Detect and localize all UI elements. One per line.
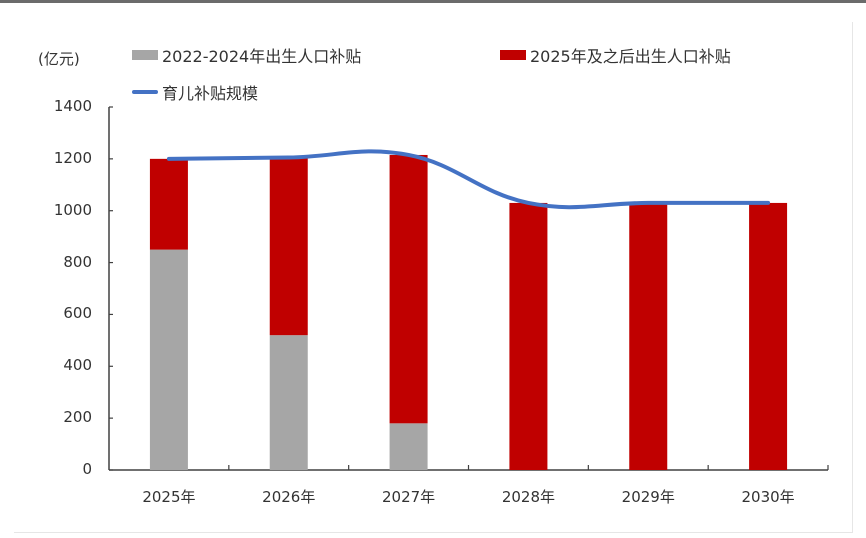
bar-segment bbox=[149, 158, 188, 250]
top-border bbox=[0, 0, 866, 3]
bar-segment bbox=[389, 154, 428, 424]
legend-label: 育儿补贴规模 bbox=[162, 84, 259, 103]
x-tick-label: 2030年 bbox=[741, 488, 795, 506]
x-tick-label: 2029年 bbox=[621, 488, 675, 506]
x-tick-label: 2025年 bbox=[142, 488, 196, 506]
bar-segment bbox=[509, 202, 548, 470]
y-tick-label: 1400 bbox=[53, 97, 92, 115]
bar-segment bbox=[269, 157, 308, 336]
x-tick-label: 2026年 bbox=[262, 488, 316, 506]
bar-segment bbox=[389, 423, 428, 470]
y-tick-label: 0 bbox=[82, 460, 92, 478]
y-tick-label: 800 bbox=[63, 252, 92, 271]
y-tick-label: 400 bbox=[63, 356, 92, 375]
legend-item-grey: 2022-2024年出生人口补贴 bbox=[132, 43, 361, 67]
y-axis-unit-label: (亿元) bbox=[38, 50, 80, 68]
x-tick-label: 2027年 bbox=[381, 488, 436, 506]
legend-swatch-red bbox=[500, 50, 526, 60]
bar-segment bbox=[269, 335, 308, 470]
legend-swatch-grey bbox=[132, 50, 158, 60]
line-series bbox=[166, 149, 771, 210]
bar-segment bbox=[629, 202, 668, 470]
legend-label: 2025年及之后出生人口补贴 bbox=[530, 47, 731, 66]
legend-item-red: 2025年及之后出生人口补贴 bbox=[500, 43, 731, 67]
bar-segment bbox=[749, 202, 788, 470]
y-tick-label: 600 bbox=[63, 304, 92, 323]
legend-item-line: 育儿补贴规模 bbox=[132, 80, 258, 104]
chart-frame bbox=[14, 22, 853, 533]
y-tick-label: 1000 bbox=[53, 200, 92, 219]
x-tick-label: 2028年 bbox=[501, 488, 555, 506]
legend-label: 2022-2024年出生人口补贴 bbox=[162, 47, 362, 66]
y-tick-label: 200 bbox=[63, 408, 92, 427]
bar-segment bbox=[149, 249, 188, 470]
legend-swatch-line bbox=[132, 90, 158, 94]
y-tick-label: 1200 bbox=[53, 148, 92, 167]
